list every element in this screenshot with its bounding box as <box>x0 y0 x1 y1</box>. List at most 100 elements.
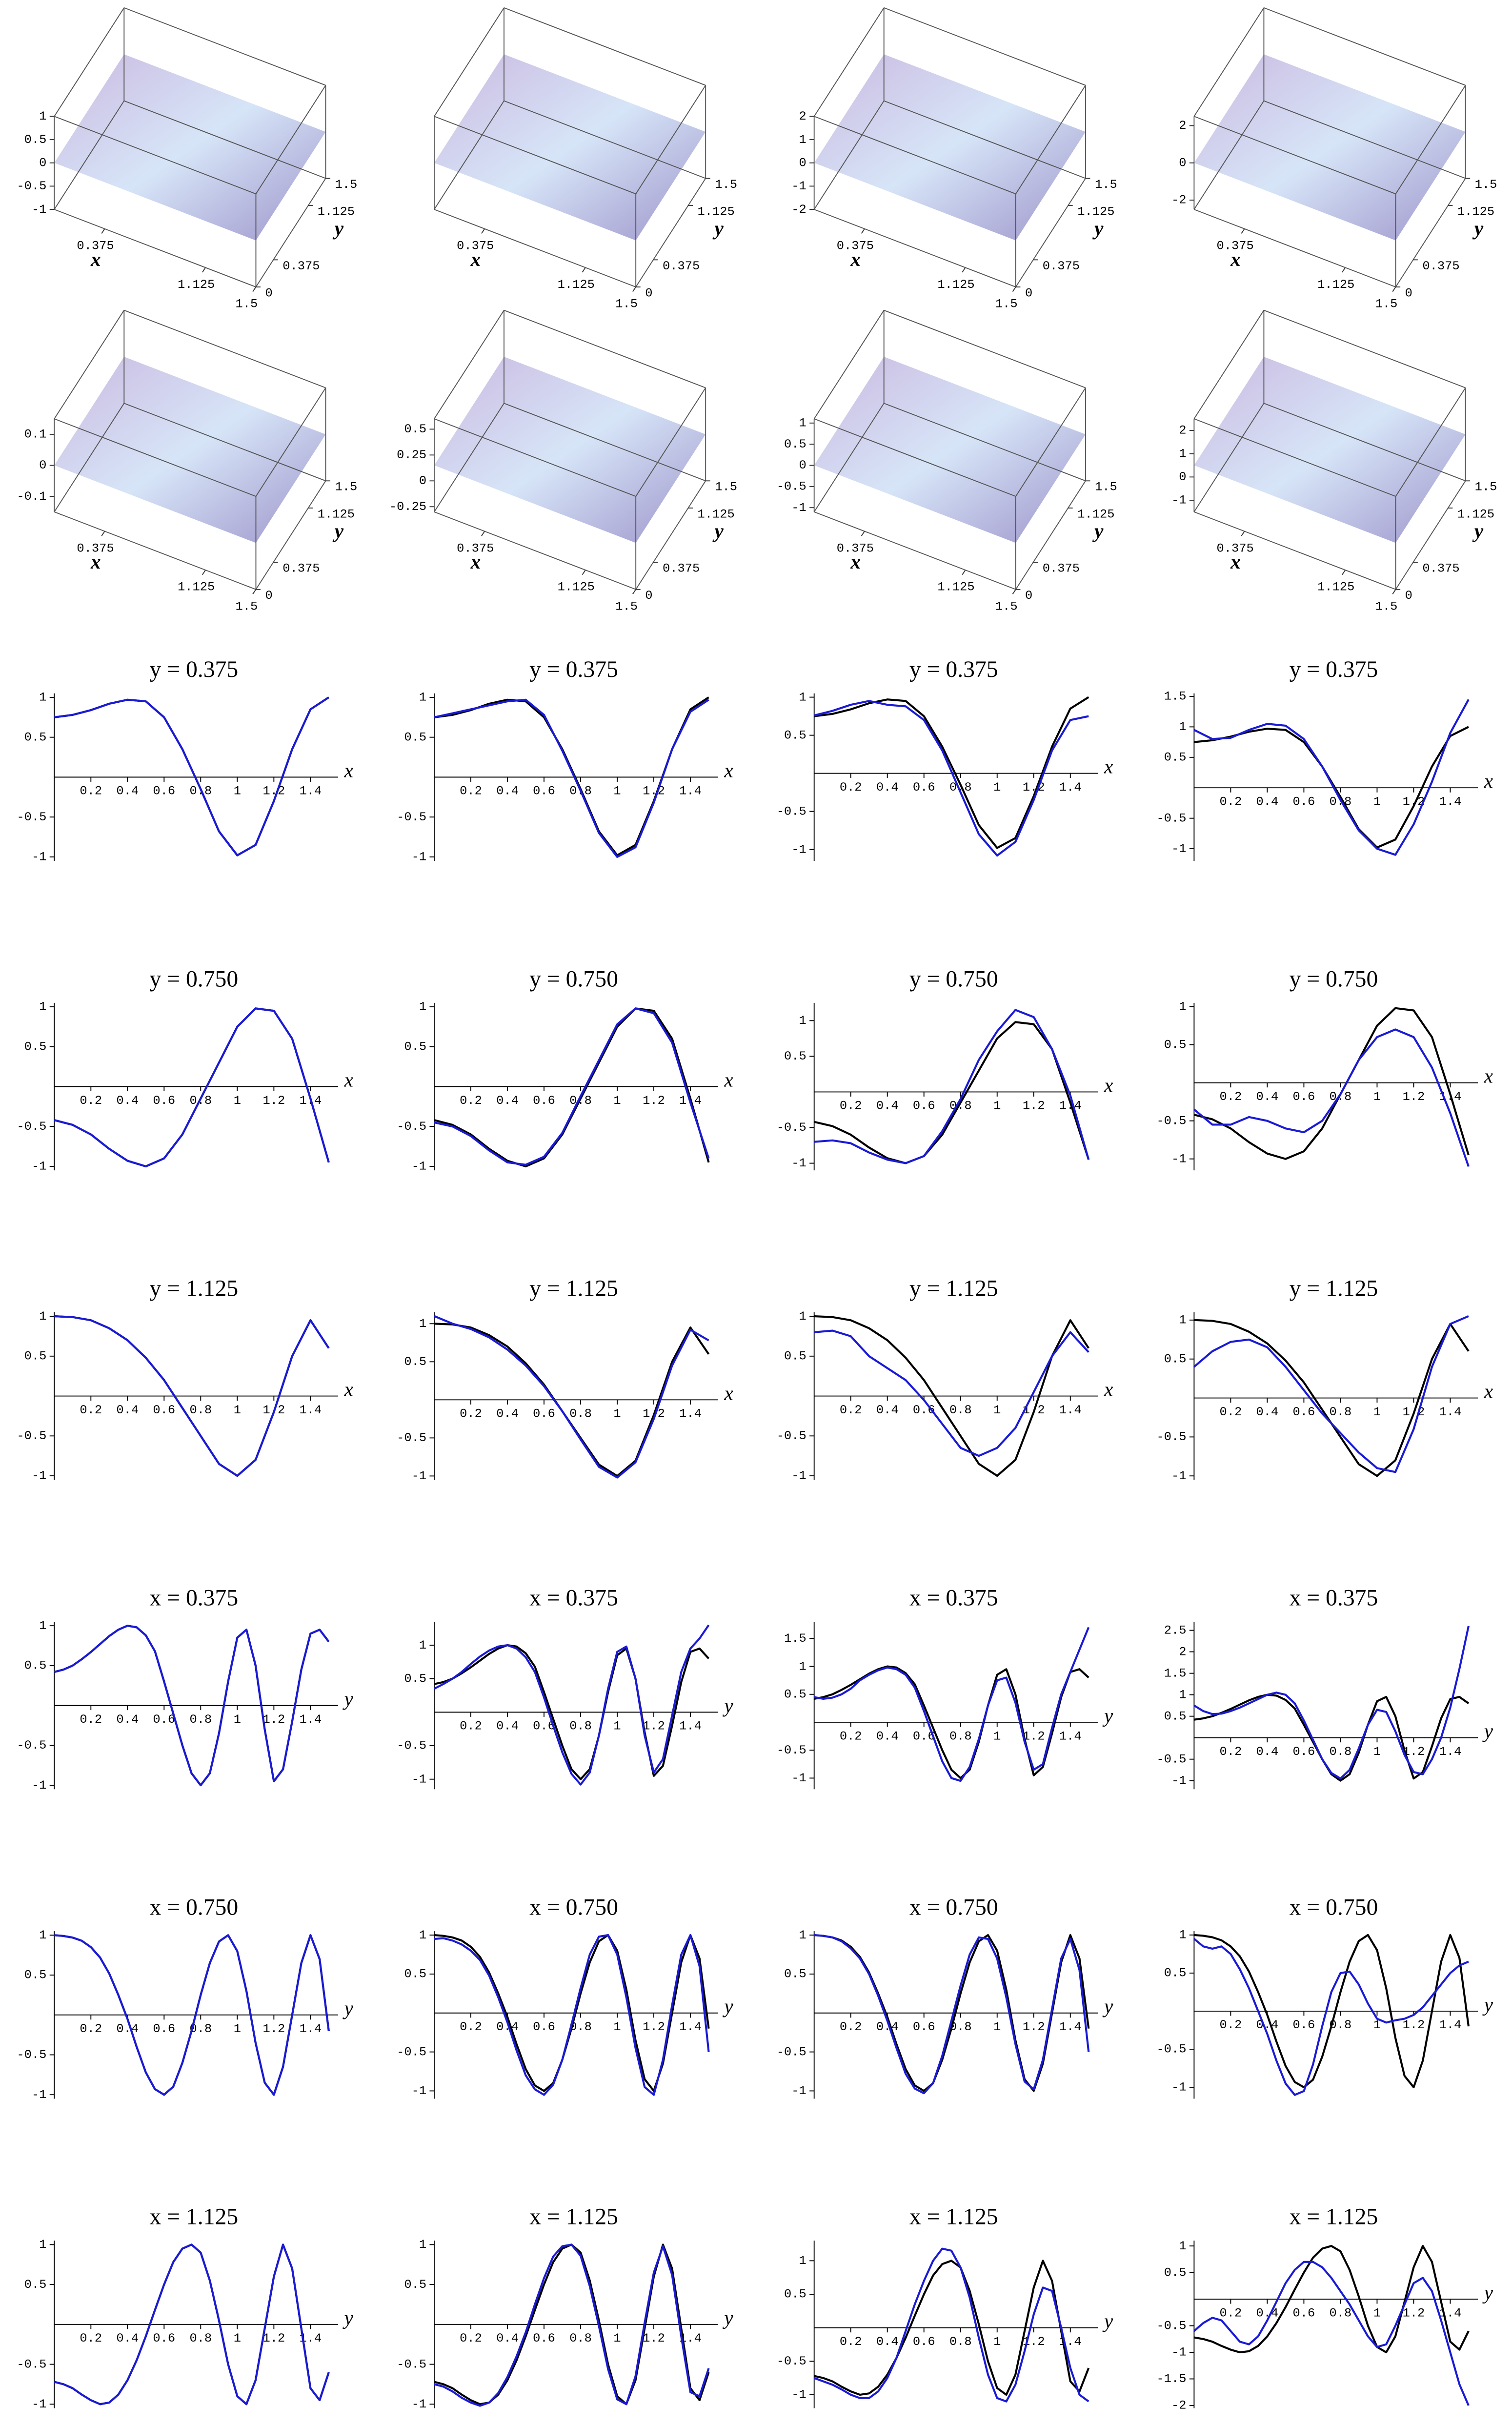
box-edge <box>54 418 256 497</box>
y-tick-label: 0 <box>1025 286 1032 300</box>
x-tick-label: 0.4 <box>496 1719 519 1733</box>
z-tick-label: 1 <box>1179 447 1186 461</box>
x-tick-label: 0.2 <box>1220 2306 1242 2320</box>
x-tick-label: 1.2 <box>1023 2020 1045 2034</box>
chart-title: x = 0.375 <box>529 1585 618 1611</box>
y-tick-label: -1 <box>412 1772 427 1786</box>
y-tick-label: 1 <box>419 1928 426 1942</box>
y-tick-label: 1 <box>799 2254 806 2268</box>
y-tick-label: 0.375 <box>1043 562 1080 576</box>
x-tick-label: 0.2 <box>80 1094 102 1108</box>
y-tick-label: 1.5 <box>715 480 737 494</box>
x-tick-label: 0.6 <box>153 1403 175 1417</box>
y-tick-label: -0.5 <box>1157 1752 1187 1766</box>
x-axis-label: x <box>1230 248 1241 270</box>
y-tick-label: -1 <box>412 2397 427 2411</box>
series-line <box>1193 1028 1470 1167</box>
y-tick-label: 0.5 <box>24 1968 47 1982</box>
x-tick-label: 0.2 <box>460 1719 482 1733</box>
x-tick-label: 1.4 <box>679 1407 702 1421</box>
x-tick-label: 1 <box>234 2022 241 2036</box>
y-tick-label: 0.5 <box>404 1040 426 1054</box>
y-tick-label: 0.375 <box>282 562 320 576</box>
x-axis-label: x <box>724 759 733 781</box>
x-tick-label: 0.4 <box>116 1403 139 1417</box>
x-tick <box>252 286 257 292</box>
y-axis-label: y <box>712 217 724 239</box>
y-tick-label: 1.5 <box>1095 480 1117 494</box>
box-edge <box>1015 480 1086 590</box>
z-tick-label: 0 <box>1179 470 1186 484</box>
chart-title: x = 0.750 <box>1290 1895 1378 1920</box>
y-tick-label: 0.5 <box>784 2287 806 2302</box>
box-edge <box>255 480 326 590</box>
x-tick <box>1241 228 1245 234</box>
x-tick-label: 1 <box>993 1099 1001 1113</box>
x-tick-label: 0.6 <box>533 2020 555 2034</box>
series-line <box>434 1007 710 1167</box>
x-tick-label: 0.375 <box>1217 239 1254 253</box>
x-tick-label: 0.2 <box>460 784 482 798</box>
box-edge <box>1395 178 1466 287</box>
y-axis-label: y <box>1092 519 1104 542</box>
series-line <box>54 696 329 856</box>
y-tick-label: -2 <box>1171 2399 1187 2413</box>
box-edge <box>434 418 636 497</box>
x-tick-label: 1.4 <box>1439 795 1462 809</box>
y-tick-label: 0.375 <box>1043 259 1080 273</box>
box-edge <box>54 7 125 117</box>
y-tick-label: 1.5 <box>715 178 737 192</box>
x-tick-label: 1.4 <box>679 1719 702 1733</box>
series-line <box>1194 2245 1470 2354</box>
series-line <box>54 1315 330 1477</box>
series-line <box>54 1007 330 1167</box>
y-tick-label: 0.5 <box>1164 2265 1187 2280</box>
x-tick-label: 1.4 <box>1059 2020 1082 2034</box>
y-tick-label: -1 <box>412 2084 427 2098</box>
box-edge <box>884 100 1086 179</box>
x-tick-label: 1.2 <box>643 2020 665 2034</box>
y-tick-label: 0.5 <box>1164 1038 1187 1052</box>
x-tick-label: 1.4 <box>299 2022 322 2036</box>
y-tick-label: -0.5 <box>1157 1114 1187 1128</box>
y-tick-label: -0.5 <box>17 810 46 824</box>
x-axis-label: y <box>722 1694 733 1716</box>
box-edge <box>1015 85 1086 194</box>
y-tick-label: -1 <box>1171 2080 1187 2095</box>
x-tick-label: 1.5 <box>615 297 638 311</box>
y-tick-label: 0.5 <box>1164 1709 1187 1723</box>
y-tick-label: 0.375 <box>663 562 700 576</box>
z-tick-label: -1 <box>32 203 47 217</box>
surface-shading <box>1194 357 1466 543</box>
x-tick-label: 1.5 <box>615 599 638 613</box>
x-tick-label: 1.125 <box>558 278 595 292</box>
x-tick-label: 0.6 <box>913 2335 935 2349</box>
box-edge <box>434 403 504 512</box>
x-tick <box>1241 531 1245 536</box>
box-edge <box>635 480 706 590</box>
series-line <box>434 1624 710 1786</box>
chart-title: y = 0.750 <box>909 966 998 992</box>
y-tick-label: 1.5 <box>1475 178 1497 192</box>
series-line <box>434 698 709 858</box>
x-tick-label: 0.4 <box>1256 1405 1279 1419</box>
z-tick-label: -2 <box>1171 193 1187 207</box>
box-edge <box>884 7 1086 86</box>
y-tick-label: 0.5 <box>1164 751 1187 765</box>
y-tick-label: 0.5 <box>404 2278 426 2292</box>
y-tick-label: 0.375 <box>1422 562 1459 576</box>
x-tick-label: 0.6 <box>533 2331 555 2345</box>
z-tick-label: -0.5 <box>777 480 806 494</box>
x-tick-label: 0.375 <box>457 541 494 555</box>
x-tick-label: 1.5 <box>995 297 1018 311</box>
x-tick-label: 1 <box>613 2020 621 2034</box>
surface-shading <box>54 357 326 543</box>
y-axis-label: y <box>712 519 724 542</box>
chart-title: x = 0.375 <box>149 1585 238 1611</box>
y-tick-label: -1 <box>791 1469 806 1483</box>
y-tick-label: 1 <box>1179 999 1186 1014</box>
x-tick-label: 0.4 <box>116 2022 139 2036</box>
y-tick-label: 0 <box>1405 589 1412 603</box>
box-edge <box>54 209 256 287</box>
series-line <box>54 1625 330 1787</box>
